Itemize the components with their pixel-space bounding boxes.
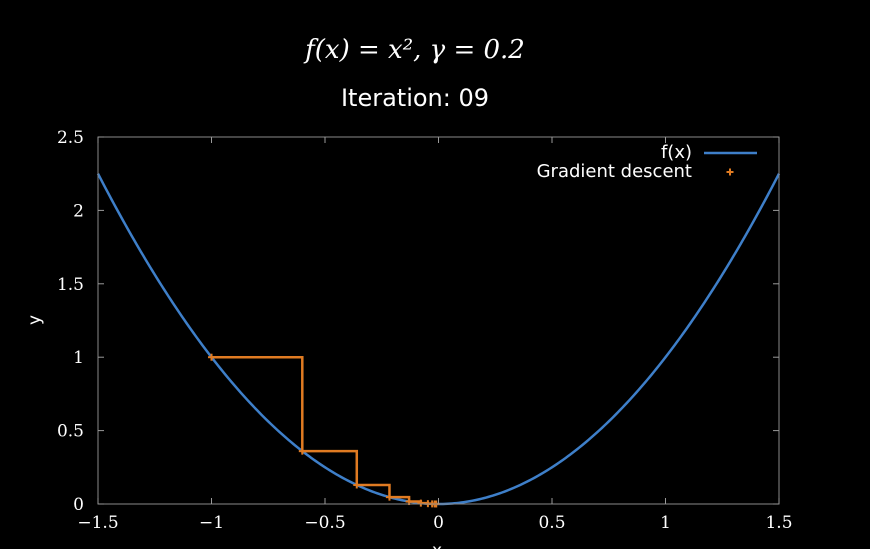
legend-label-gd: Gradient descent [537,161,692,182]
y-tick-label: 2 [73,201,84,221]
fx-curve [96,173,781,506]
x-tick-label: 0.5 [538,513,565,533]
y-tick-label: 0.5 [57,422,84,442]
legend: f(x) Gradient descent [537,142,757,182]
legend-marker-plus [726,168,734,176]
y-axis-label: y [25,315,45,325]
y-tick-label: 1.5 [57,275,84,295]
x-tick-label: −1.5 [77,513,118,533]
gradient-descent-point [353,481,361,489]
legend-marker-gd [726,168,734,176]
y-tick-label: 0 [73,495,84,515]
x-axis-label: x [432,541,442,549]
gradient-descent-point [385,493,393,501]
x-tick-label: 1 [660,513,671,533]
gradient-descent-path [211,355,438,506]
x-tick-label: −0.5 [304,513,345,533]
axes: −1.5 −1 −0.5 0 0.5 1 1.5 0 0.5 1 1.5 2 2.5 [57,128,793,533]
chart-subtitle: Iteration: 09 [341,84,489,112]
x-tick-label: 1.5 [765,513,792,533]
legend-label-fx: f(x) [661,142,692,163]
x-tick-label: 0 [433,513,444,533]
gradient-descent-point [208,353,215,361]
series-layer [96,173,781,508]
gradient-descent-point [298,447,306,455]
y-tick-label: 2.5 [57,128,84,148]
chart-title: f(x) = x², γ = 0.2 [303,35,525,65]
plot-border [97,136,780,505]
gradient-descent-point [417,499,425,507]
x-tick-label: −1 [199,513,224,533]
y-tick-label: 1 [73,348,84,368]
